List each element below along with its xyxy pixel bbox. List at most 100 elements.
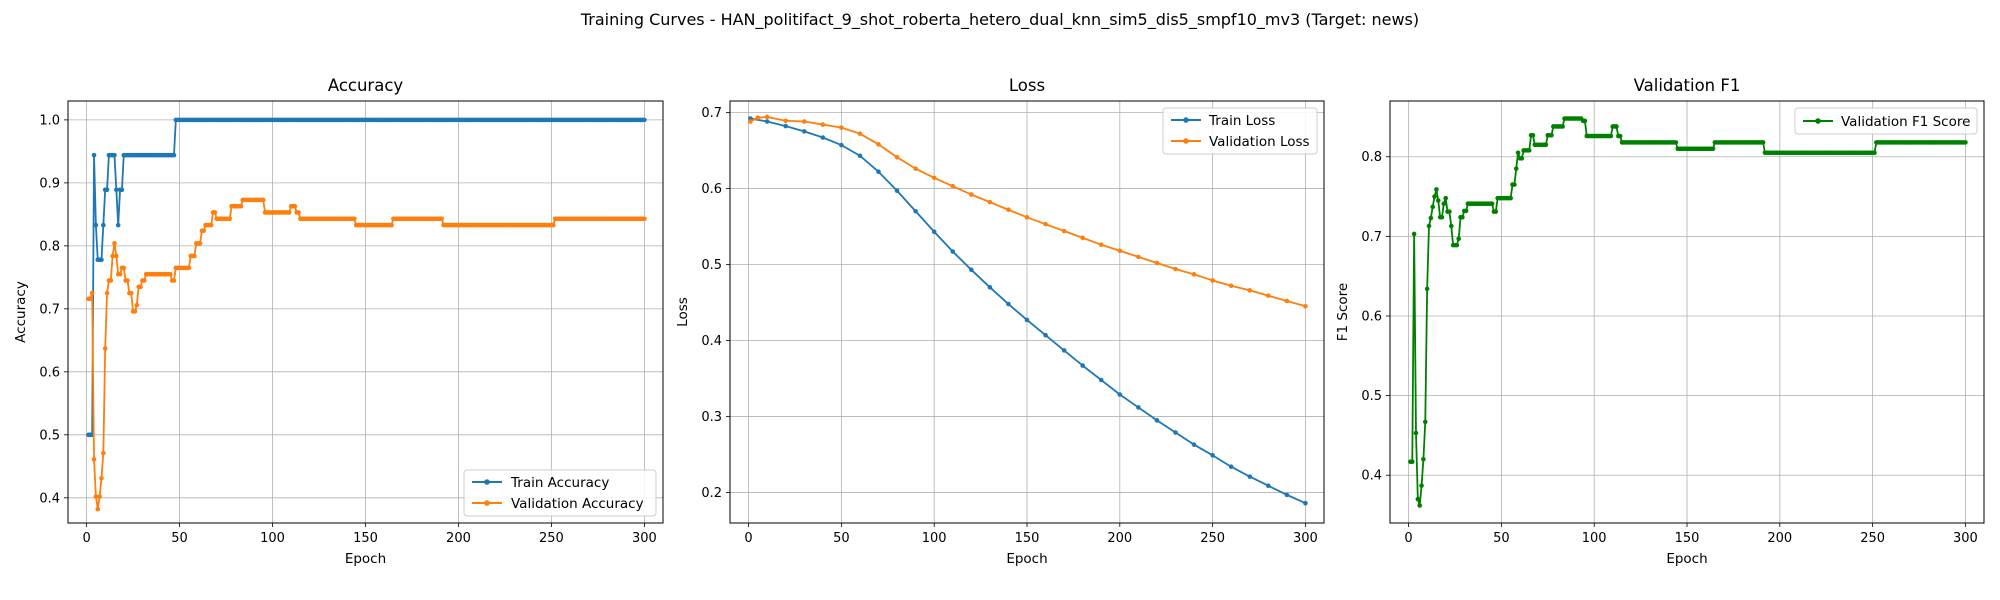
- loss-series-0-point: [1006, 301, 1011, 307]
- f1-series-0-point: [1460, 214, 1465, 220]
- f1-series-0-point: [1760, 140, 1766, 145]
- loss-series-0-point: [969, 267, 974, 273]
- f1-series-0-point: [1428, 215, 1434, 221]
- loss-y-tick-label: 0.5: [701, 258, 722, 273]
- loss-series-0-line: [750, 117, 1306, 505]
- f1-series-0-point: [1614, 124, 1619, 129]
- loss-series-0-point: [894, 188, 900, 194]
- f1-series-0-point: [1512, 182, 1517, 187]
- accuracy-series-0-point: [112, 152, 117, 158]
- accuracy-series-1-point: [117, 271, 123, 277]
- accuracy-series-0-point: [115, 222, 121, 228]
- loss-series-0-point: [839, 142, 844, 148]
- accuracy-series-1-point: [132, 309, 138, 314]
- accuracy-y-tick-label: 0.5: [39, 428, 60, 443]
- f1-series-0: [1408, 116, 1968, 508]
- f1-series-0-point: [1582, 118, 1588, 124]
- loss-legend: Train Loss Validation Loss: [1162, 107, 1318, 155]
- loss-series-1-point: [1210, 278, 1215, 283]
- f1-series-0-point: [1515, 150, 1521, 156]
- accuracy-series-1-point: [138, 284, 143, 290]
- accuracy-series-1-point: [108, 278, 114, 283]
- accuracy-series-0-point: [119, 187, 125, 193]
- loss-series-0-point: [801, 129, 807, 134]
- loss-series-0-point: [857, 153, 863, 159]
- f1-series-0-point: [1447, 209, 1452, 214]
- accuracy-y-tick-label: 0.4: [39, 491, 60, 506]
- f1-series-0-point: [1463, 208, 1469, 214]
- f1-series-0-point: [1409, 459, 1415, 464]
- loss-series-1-point: [1303, 304, 1308, 309]
- loss-series-0-point: [1061, 348, 1067, 353]
- f1-x-tick-label: 150: [1675, 531, 1700, 546]
- loss-series-1-point: [1136, 254, 1141, 260]
- f1-series-0-point: [1493, 209, 1499, 214]
- accuracy-series-1-point: [642, 216, 647, 222]
- f1-series-0-point: [1415, 496, 1421, 502]
- accuracy-legend-train-label: Train Accuracy: [510, 475, 609, 491]
- f1-series-0-point: [1426, 223, 1432, 229]
- loss-ticks: 0 50 100 150 200 250 300 0.2 0.3 0.4 0.5 0.6 0.7: [701, 106, 1318, 546]
- loss-series-0-point: [1024, 317, 1030, 323]
- f1-series-0-point: [1441, 201, 1447, 207]
- loss-series-0-point: [1191, 442, 1197, 447]
- f1-series-0-point: [1489, 201, 1495, 207]
- f1-lines: [1408, 116, 1968, 508]
- loss-series-0-point: [1154, 418, 1160, 423]
- accuracy-series-1-point: [208, 222, 214, 228]
- loss-series-1-point: [801, 119, 807, 124]
- loss-legend-train-label: Train Loss: [1208, 113, 1275, 129]
- accuracy-series-0-point: [91, 152, 97, 158]
- accuracy-title: Accuracy: [328, 76, 404, 95]
- accuracy-series-1-point: [260, 197, 266, 203]
- accuracy-series-1-point: [99, 475, 104, 481]
- loss-series-0-point: [876, 169, 881, 175]
- loss-series-1-point: [839, 125, 844, 130]
- loss-series-1-point: [894, 154, 900, 160]
- f1-legend-label: Validation F1 Score: [1841, 114, 1970, 130]
- loss-series-1-point: [1117, 248, 1123, 254]
- f1-series-0-point: [1673, 140, 1679, 145]
- loss-series-1-point: [987, 199, 993, 205]
- accuracy-series-0-point: [642, 117, 647, 123]
- f1-x-tick-label: 50: [1493, 531, 1510, 546]
- loss-series-1-point: [748, 119, 753, 124]
- loss-series-1-point: [1284, 298, 1290, 304]
- accuracy-series-1-point: [112, 241, 117, 246]
- loss-y-tick-label: 0.2: [701, 486, 722, 501]
- accuracy-series-1-point: [125, 278, 130, 283]
- f1-y-tick-label: 0.5: [1361, 389, 1382, 404]
- loss-series-1-point: [913, 166, 918, 171]
- accuracy-series-1-point: [167, 271, 173, 277]
- f1-x-tick-label: 300: [1953, 531, 1978, 546]
- loss-series-1-point: [1024, 215, 1030, 220]
- accuracy-series-1-point: [292, 203, 298, 209]
- f1-x-tick-label: 250: [1860, 531, 1885, 546]
- loss-x-tick-label: 250: [1200, 531, 1225, 546]
- f1-series-0-point: [1434, 187, 1439, 192]
- f1-legend: Validation F1 Score: [1794, 107, 1978, 135]
- accuracy-series-1-point: [286, 210, 292, 215]
- accuracy-chart: 0 50 100 150 200 250 3000.40.50.60.70.80.91.0 …: [13, 76, 664, 567]
- loss-ylabel: Loss: [675, 297, 691, 327]
- accuracy-series-1-point: [93, 494, 99, 499]
- loss-series-0-point: [931, 229, 937, 235]
- loss-series-0-point: [913, 208, 918, 214]
- f1-series-0-point: [1508, 195, 1513, 201]
- accuracy-ylabel: Accuracy: [13, 281, 29, 343]
- loss-y-tick-label: 0.3: [701, 410, 722, 425]
- accuracy-series-1-point: [91, 457, 97, 462]
- accuracy-series-0-point: [101, 222, 106, 228]
- accuracy-series-1-point: [439, 216, 445, 222]
- loss-series-1-point: [931, 175, 937, 181]
- accuracy-series-1-point: [88, 296, 93, 302]
- f1-x-tick-label: 100: [1582, 531, 1607, 546]
- accuracy-legend-train-marker: [484, 479, 490, 485]
- loss-legend-val-label: Validation Loss: [1209, 134, 1310, 150]
- accuracy-series-1-point: [192, 253, 197, 259]
- accuracy-series-0-point: [171, 152, 177, 158]
- loss-x-tick-label: 0: [744, 531, 752, 546]
- loss-x-tick-label: 300: [1293, 531, 1318, 546]
- f1-gridlines: [1390, 101, 1984, 523]
- f1-series-0-point: [1424, 286, 1430, 292]
